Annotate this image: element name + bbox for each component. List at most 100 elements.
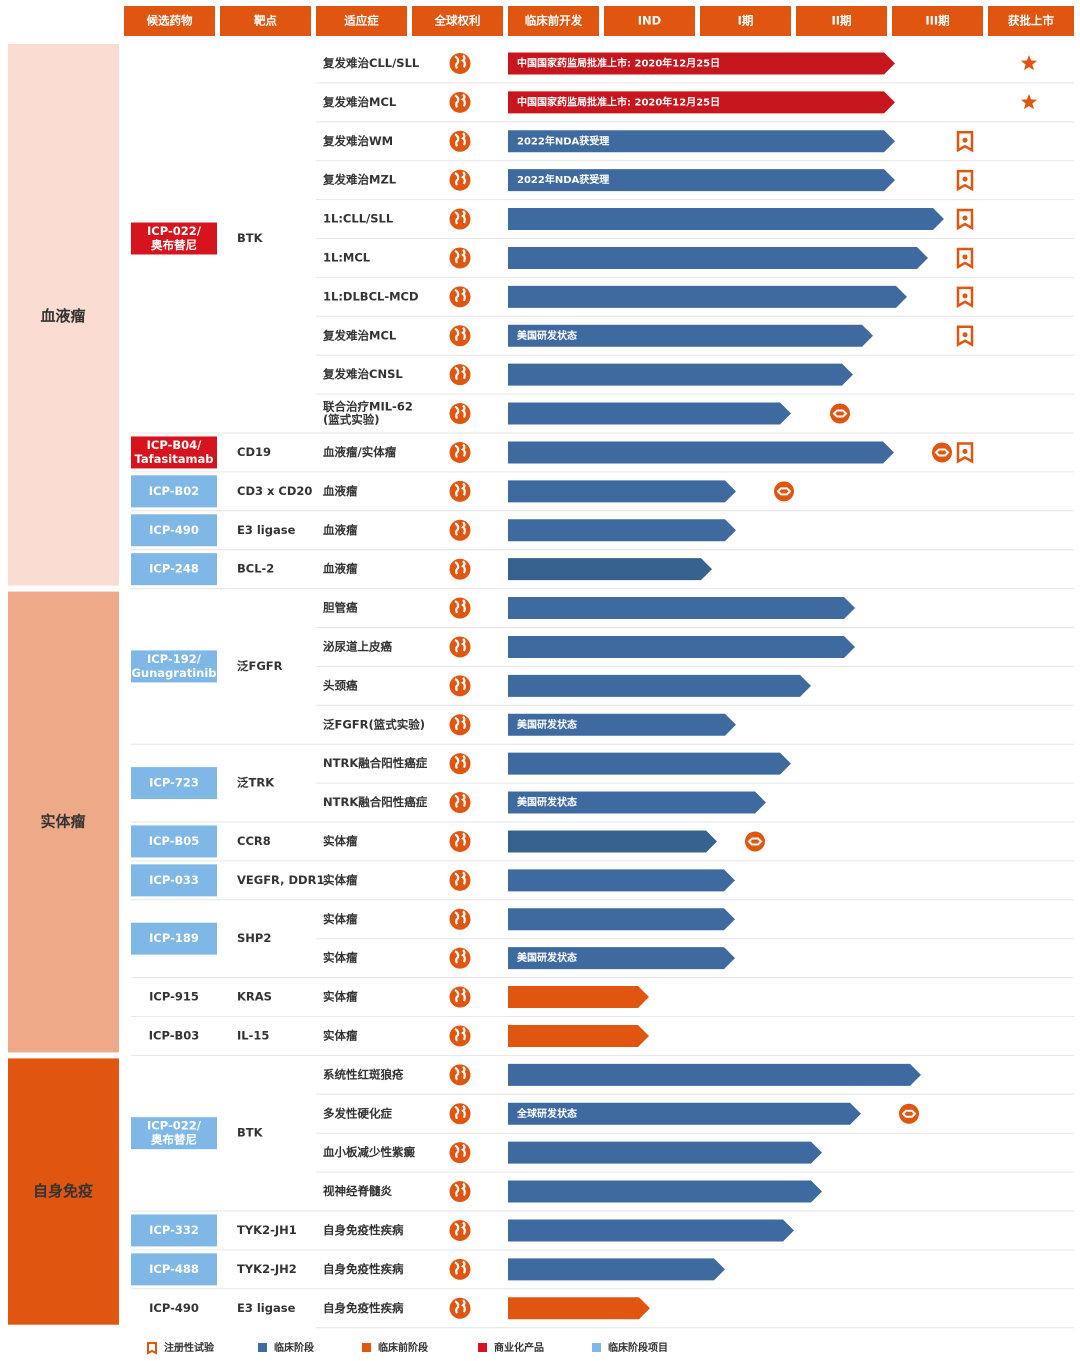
stage-bar [508,1141,822,1164]
indication: 复发难治WM [322,134,393,148]
globe-icon [449,1025,471,1047]
indication: 泛FGFR(篮式实验) [323,717,425,731]
stage-bar [508,402,791,425]
legend-label: 临床前阶段 [378,1341,428,1354]
indication: 胆管癌 [323,601,358,615]
partner-icon [745,831,765,852]
stage-bar [508,1102,861,1125]
drug-box [131,864,217,897]
drug-name: ICP-022/ [147,1119,202,1133]
globe-land [454,754,466,770]
globe-icon [449,1258,471,1280]
stage-bar [508,285,907,308]
indication: 血液瘤 [323,484,358,498]
indication: 自身免疫性疾病 [323,1301,404,1315]
indication: 血液瘤 [323,523,358,537]
drug-name: ICP-490 [149,1301,199,1315]
globe-land [454,443,466,458]
drug-name: ICP-189 [149,931,199,945]
group-band [8,1058,119,1325]
header-label: I期 [738,14,754,28]
globe-icon [449,869,471,891]
header-label: 获批上市 [1008,14,1054,28]
flag-dot [962,254,968,260]
globe-icon [449,1297,471,1319]
indication: NTRK融合阳性癌症 [323,795,428,809]
stage-bar [508,986,649,1009]
stage-bar [508,1297,650,1320]
stage-bar [508,791,766,814]
stage-bar [508,169,895,192]
stage-bar [508,908,735,931]
bar-label: 2022年NDA获受理 [517,134,609,147]
globe-land [454,521,466,536]
drug-name: ICP-B04/ [147,438,202,452]
globe-icon [449,1103,471,1125]
bar-label: 美国研发状态 [517,796,577,809]
legend-label: 临床阶段项目 [608,1341,668,1354]
drug-box [131,514,217,547]
indication: 复发难治MZL [322,173,397,187]
group-label: 血液瘤 [40,307,85,325]
bar-label: 美国研发状态 [517,329,577,342]
globe-land [454,1143,466,1159]
drug-name: ICP-B03 [149,1028,200,1042]
indication: 联合治疗MIL-62 [323,400,413,414]
legend-flag [147,1342,157,1355]
globe-icon [449,636,471,658]
target: KRAS [237,990,272,1004]
target: BTK [237,1126,264,1140]
target: CD3 x CD20 [237,484,312,498]
globe-land [454,638,466,653]
drug-name: 奥布替尼 [150,238,197,252]
partner-icon [830,403,850,424]
indication: 视神经脊髓炎 [323,1184,392,1198]
globe-icon [449,130,471,152]
flag-dot [962,215,968,221]
globe-land [454,210,466,225]
target: E3 ligase [237,523,296,537]
globe-land [454,599,466,614]
legend-swatch [478,1343,487,1352]
partner-mark [747,837,763,846]
indication: 多发性硬化症 [323,1106,392,1120]
drug-name: ICP-915 [149,990,199,1004]
header-cell [604,6,695,36]
stage-bar [508,480,736,503]
indication: 实体瘤 [323,873,358,887]
header-label: IND [638,14,661,28]
target: 泛TRK [237,776,275,790]
stage-bar [508,52,895,75]
globe-land [454,715,466,731]
header-cell [796,6,887,36]
indication: 实体瘤 [323,951,358,965]
globe-land [454,832,466,847]
globe-icon [449,1142,471,1164]
header-label: 靶点 [254,14,277,28]
target: TYK2-JH2 [237,1262,297,1276]
partner-mark [934,448,950,457]
drug-box [131,222,217,255]
stage-bar [508,363,853,386]
drug-name: ICP-022/ [147,224,202,238]
stage-bar [508,947,735,970]
drug-name: Gunagratinib [131,666,216,680]
globe-icon [449,753,471,775]
drug-box [131,475,217,508]
globe-icon [449,1181,471,1203]
legend-label: 临床阶段 [274,1341,314,1354]
globe-icon [449,714,471,736]
stage-bar [508,441,894,464]
globe-land [454,326,466,342]
star-icon [1020,93,1038,110]
partner-icon [899,1103,919,1124]
globe-icon [449,830,471,852]
indication: (篮式实验) [323,413,380,427]
globe-icon [449,286,471,308]
flag-icon [956,208,974,231]
drug-name: Tafasitamab [135,452,214,466]
globe-icon [449,597,471,619]
header-cell [124,6,215,36]
flag-dot [962,448,968,454]
